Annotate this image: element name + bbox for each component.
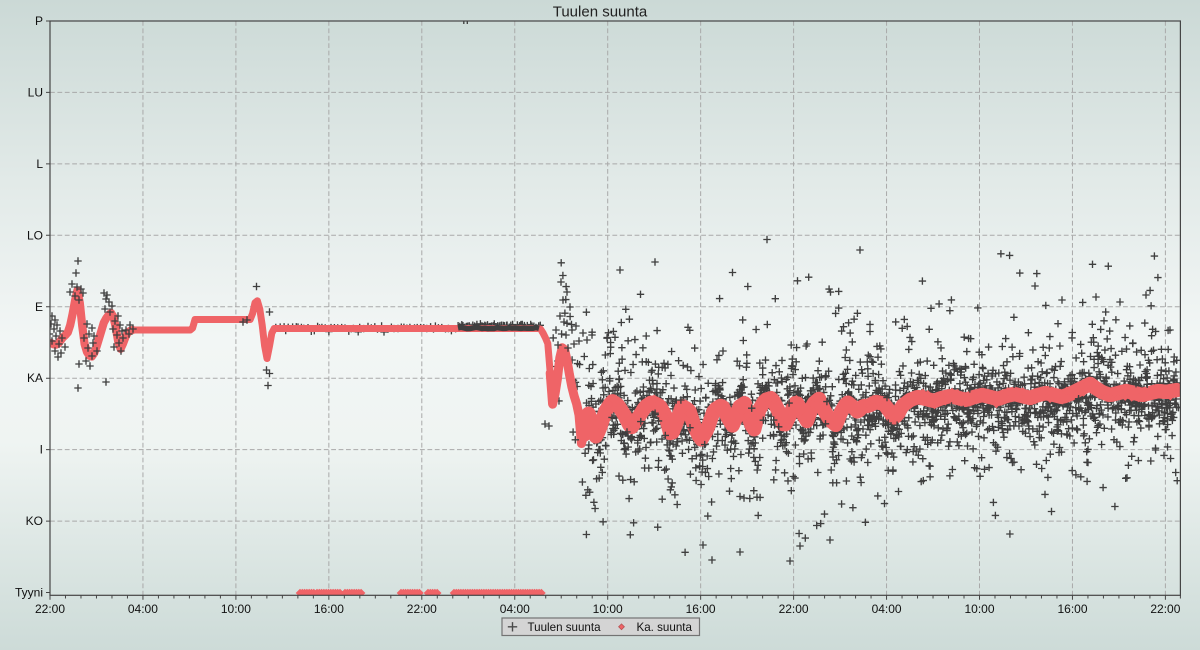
- svg-text:Tyyni: Tyyni: [15, 586, 43, 600]
- svg-text:I: I: [40, 443, 43, 457]
- svg-text:LO: LO: [27, 228, 43, 242]
- svg-text:Ka. suunta: Ka. suunta: [637, 621, 693, 634]
- svg-text:04:00: 04:00: [500, 602, 530, 616]
- svg-text:KO: KO: [26, 514, 43, 528]
- svg-text:22:00: 22:00: [779, 602, 809, 616]
- svg-text:10:00: 10:00: [593, 602, 623, 616]
- svg-text:22:00: 22:00: [35, 602, 65, 616]
- svg-text:16:00: 16:00: [314, 602, 344, 616]
- svg-text:Tuulen suunta: Tuulen suunta: [553, 4, 648, 21]
- svg-text:E: E: [35, 300, 43, 314]
- svg-text:L: L: [36, 157, 43, 171]
- svg-text:P: P: [35, 14, 43, 28]
- svg-text:10:00: 10:00: [964, 602, 994, 616]
- svg-text:16:00: 16:00: [686, 602, 716, 616]
- svg-text:Tuulen suunta: Tuulen suunta: [528, 621, 602, 634]
- svg-text:10:00: 10:00: [221, 602, 251, 616]
- svg-text:LU: LU: [28, 85, 43, 99]
- svg-text:KA: KA: [27, 371, 43, 385]
- svg-text:22:00: 22:00: [407, 602, 437, 616]
- svg-text:04:00: 04:00: [872, 602, 902, 616]
- svg-text:04:00: 04:00: [128, 602, 158, 616]
- svg-text:22:00: 22:00: [1150, 602, 1180, 616]
- svg-text:16:00: 16:00: [1057, 602, 1087, 616]
